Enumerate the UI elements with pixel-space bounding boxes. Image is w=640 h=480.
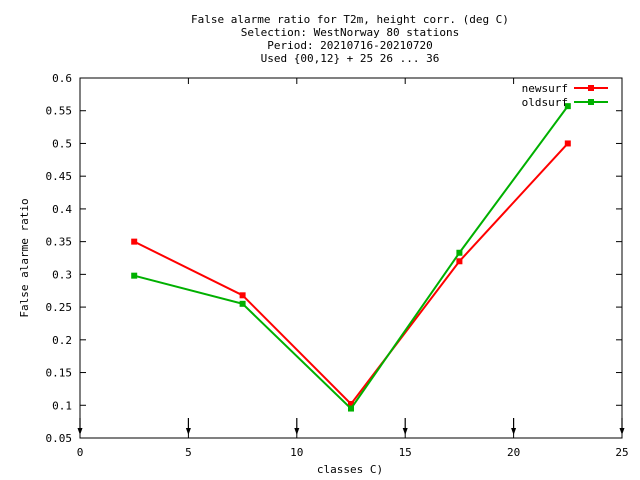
x-axis: 0 5 10 15 20 25 xyxy=(77,78,629,459)
x-tick-arrow-head xyxy=(619,428,625,435)
y-tick-label: 0.3 xyxy=(52,268,72,281)
x-tick-label: 5 xyxy=(185,446,192,459)
x-axis-label: classes C) xyxy=(317,463,383,476)
series-line-oldsurf xyxy=(133,105,569,411)
series-line-newsurf xyxy=(133,142,569,406)
chart-title: False alarme ratio for T2m, height corr.… xyxy=(191,13,509,65)
y-tick-label: 0.15 xyxy=(46,367,73,380)
y-tick-label: 0.4 xyxy=(52,203,72,216)
y-tick-label: 0.45 xyxy=(46,170,73,183)
data-point-oldsurf xyxy=(456,249,463,256)
title-line-4: Used {00,12} + 25 26 ... 36 xyxy=(261,52,440,65)
x-tick-arrow-head xyxy=(511,428,517,435)
data-point-oldsurf xyxy=(348,405,354,412)
legend-label-newsurf: newsurf xyxy=(522,82,568,95)
x-tick-label: 15 xyxy=(399,446,412,459)
data-point-oldsurf xyxy=(564,103,571,110)
data-point-newsurf xyxy=(239,292,246,299)
x-tick-arrow-head xyxy=(77,428,83,435)
y-tick-label: 0.35 xyxy=(46,236,73,249)
legend-label-oldsurf: oldsurf xyxy=(522,96,568,109)
data-point-oldsurf xyxy=(239,300,246,307)
y-tick-label: 0.05 xyxy=(46,432,73,445)
data-point-newsurf xyxy=(456,258,463,265)
x-tick-arrow-head xyxy=(402,428,408,435)
data-point-newsurf xyxy=(348,400,354,407)
x-tick-label: 0 xyxy=(77,446,84,459)
y-tick-label: 0.55 xyxy=(46,105,73,118)
data-point-newsurf xyxy=(564,140,571,147)
title-line-2: Selection: WestNorway 80 stations xyxy=(241,26,460,39)
x-tick-label: 20 xyxy=(507,446,520,459)
y-tick-label: 0.6 xyxy=(52,72,72,85)
data-point-newsurf xyxy=(131,238,138,245)
y-tick-label: 0.25 xyxy=(46,301,73,314)
plot-frame xyxy=(79,77,623,439)
title-line-1: False alarme ratio for T2m, height corr.… xyxy=(191,13,509,26)
y-tick-label: 0.2 xyxy=(52,334,72,347)
data-point-oldsurf xyxy=(131,272,138,279)
x-tick-arrow-head xyxy=(185,428,191,435)
x-tick-label: 10 xyxy=(290,446,303,459)
y-tick-label: 0.5 xyxy=(52,137,72,150)
y-tick-label: 0.1 xyxy=(52,399,72,412)
legend-marker-oldsurf xyxy=(588,99,594,105)
x-tick-arrow-head xyxy=(294,428,300,435)
legend-marker-newsurf xyxy=(588,85,594,91)
y-axis: 0.05 0.1 0.15 0.2 0.25 0.3 0.35 0.4 0.45 0.5 0.55 0… xyxy=(46,72,622,445)
series-layer xyxy=(131,103,571,412)
y-axis-label: False alarme ratio xyxy=(18,198,31,317)
x-tick-label: 25 xyxy=(615,446,628,459)
title-line-3: Period: 20210716-20210720 xyxy=(267,39,433,52)
